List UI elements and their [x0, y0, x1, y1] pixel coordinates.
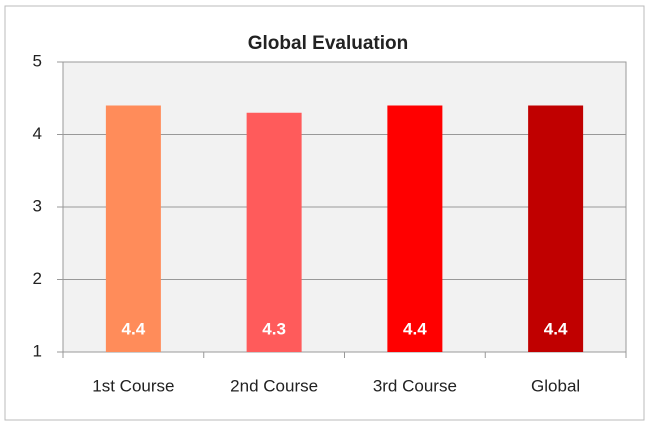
y-tick-label: 1 [33, 341, 42, 360]
y-tick-label: 4 [33, 124, 42, 143]
y-tick-label: 5 [33, 51, 42, 70]
data-label: 4.4 [403, 319, 427, 338]
bar [528, 105, 584, 352]
y-tick-label: 2 [33, 269, 42, 288]
y-tick-label: 3 [33, 196, 42, 215]
data-label: 4.3 [262, 319, 286, 338]
x-tick-label: 2nd Course [230, 376, 318, 395]
bar [387, 105, 443, 352]
chart-title: Global Evaluation [248, 33, 408, 54]
data-label: 4.4 [122, 319, 146, 338]
data-label: 4.4 [544, 319, 568, 338]
bar [246, 112, 302, 352]
x-tick-label: 3rd Course [373, 376, 457, 395]
x-tick-label: 1st Course [92, 376, 174, 395]
bar [105, 105, 161, 352]
x-tick-label: Global [531, 376, 580, 395]
